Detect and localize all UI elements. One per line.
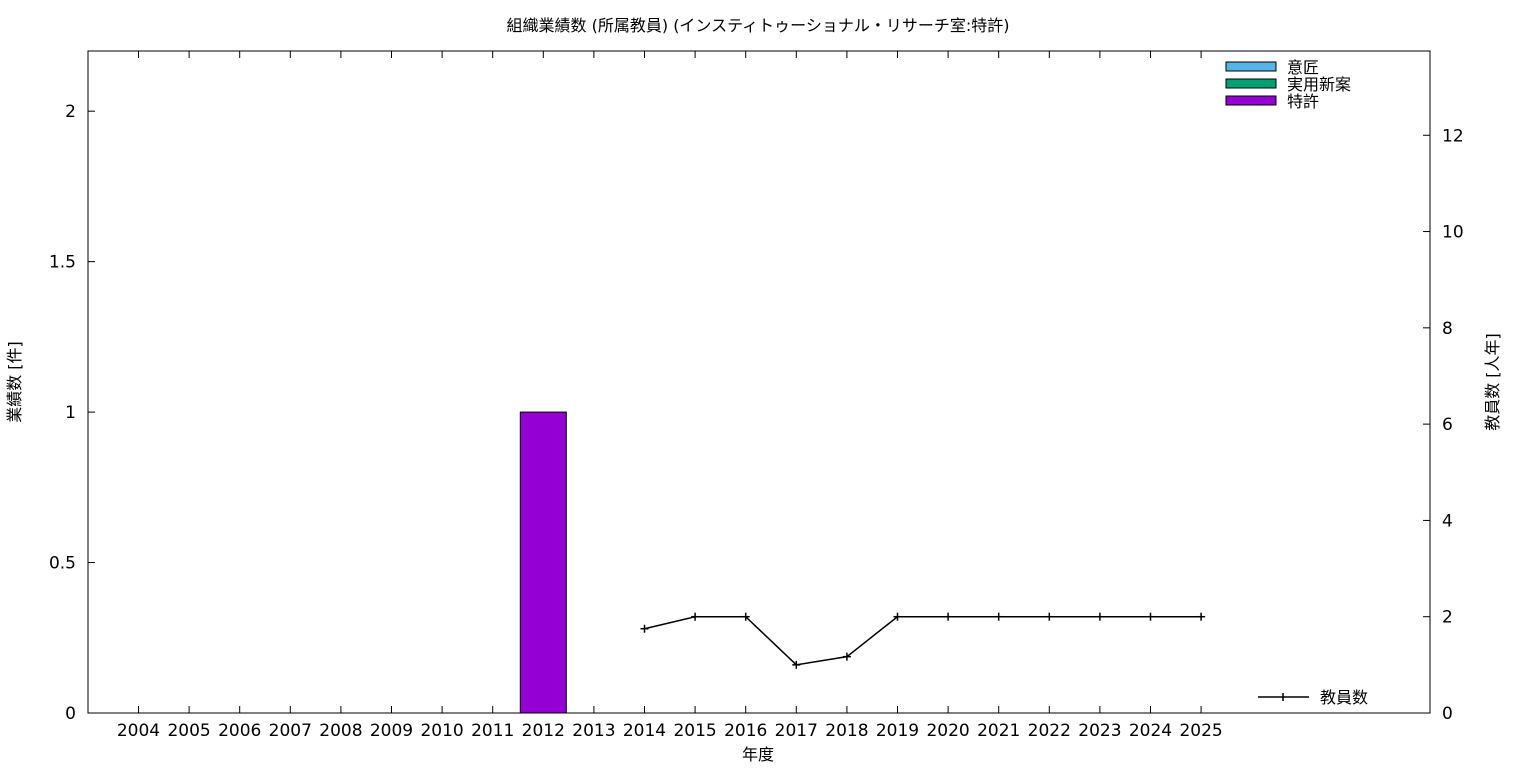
x-tick-label: 2008 [319, 721, 362, 741]
line-教員数 [644, 615, 1202, 666]
x-axis-label: 年度 [742, 745, 774, 764]
x-tick-label: 2009 [370, 721, 413, 741]
x-tick-label: 2005 [167, 721, 210, 741]
legend-label-特許: 特許 [1287, 92, 1319, 111]
x-tick-label: 2023 [1078, 721, 1121, 741]
x-tick-label: 2017 [775, 721, 818, 741]
y2-tick-label: 10 [1442, 223, 1464, 243]
y2-tick-label: 12 [1442, 126, 1464, 146]
y-tick-label: 2 [65, 102, 76, 122]
x-tick-label: 2012 [522, 721, 565, 741]
x-tick-label: 2019 [876, 721, 919, 741]
y2-tick-label: 4 [1442, 511, 1453, 531]
x-tick-label: 2024 [1129, 721, 1172, 741]
x-tick-label: 2020 [926, 721, 969, 741]
x-tick-label: 2006 [218, 721, 261, 741]
y2-tick-label: 0 [1442, 704, 1453, 724]
y2-tick-label: 2 [1442, 608, 1453, 628]
y2-tick-label: 6 [1442, 415, 1453, 435]
x-tick-label: 2015 [673, 721, 716, 741]
x-tick-label: 2013 [572, 721, 615, 741]
x-tick-label: 2022 [1028, 721, 1071, 741]
x-tick-label: 2007 [269, 721, 312, 741]
x-tick-label: 2004 [117, 721, 160, 741]
x-tick-label: 2025 [1179, 721, 1222, 741]
bar-特許 [519, 411, 567, 714]
legend-label-意匠: 意匠 [1287, 58, 1319, 77]
legend-swatch-意匠 [1225, 61, 1277, 72]
y-tick-label: 1 [65, 403, 76, 423]
y2-tick-label: 8 [1442, 319, 1453, 339]
legend-swatch-実用新案 [1225, 78, 1277, 89]
y2-axis-label: 教員数 [人年] [1483, 333, 1502, 431]
x-tick-label: 2021 [977, 721, 1020, 741]
x-tick-label: 2018 [825, 721, 868, 741]
x-tick-label: 2010 [420, 721, 463, 741]
x-tick-label: 2016 [724, 721, 767, 741]
x-tick-label: 2011 [471, 721, 514, 741]
legend-swatch-特許 [1225, 95, 1277, 106]
y-tick-label: 0 [65, 704, 76, 724]
plot-border [87, 50, 1431, 714]
y-axis-label: 業績数 [件] [5, 341, 24, 423]
legend-label-実用新案: 実用新案 [1287, 75, 1351, 94]
chart-title: 組織業績数 (所属教員) (インスティトゥーショナル・リサーチ室:特許) [507, 16, 1010, 35]
x-tick-label: 2014 [623, 721, 666, 741]
y-tick-label: 0.5 [49, 554, 76, 574]
y-tick-label: 1.5 [49, 253, 76, 273]
legend-label-教員数: 教員数 [1320, 688, 1368, 707]
